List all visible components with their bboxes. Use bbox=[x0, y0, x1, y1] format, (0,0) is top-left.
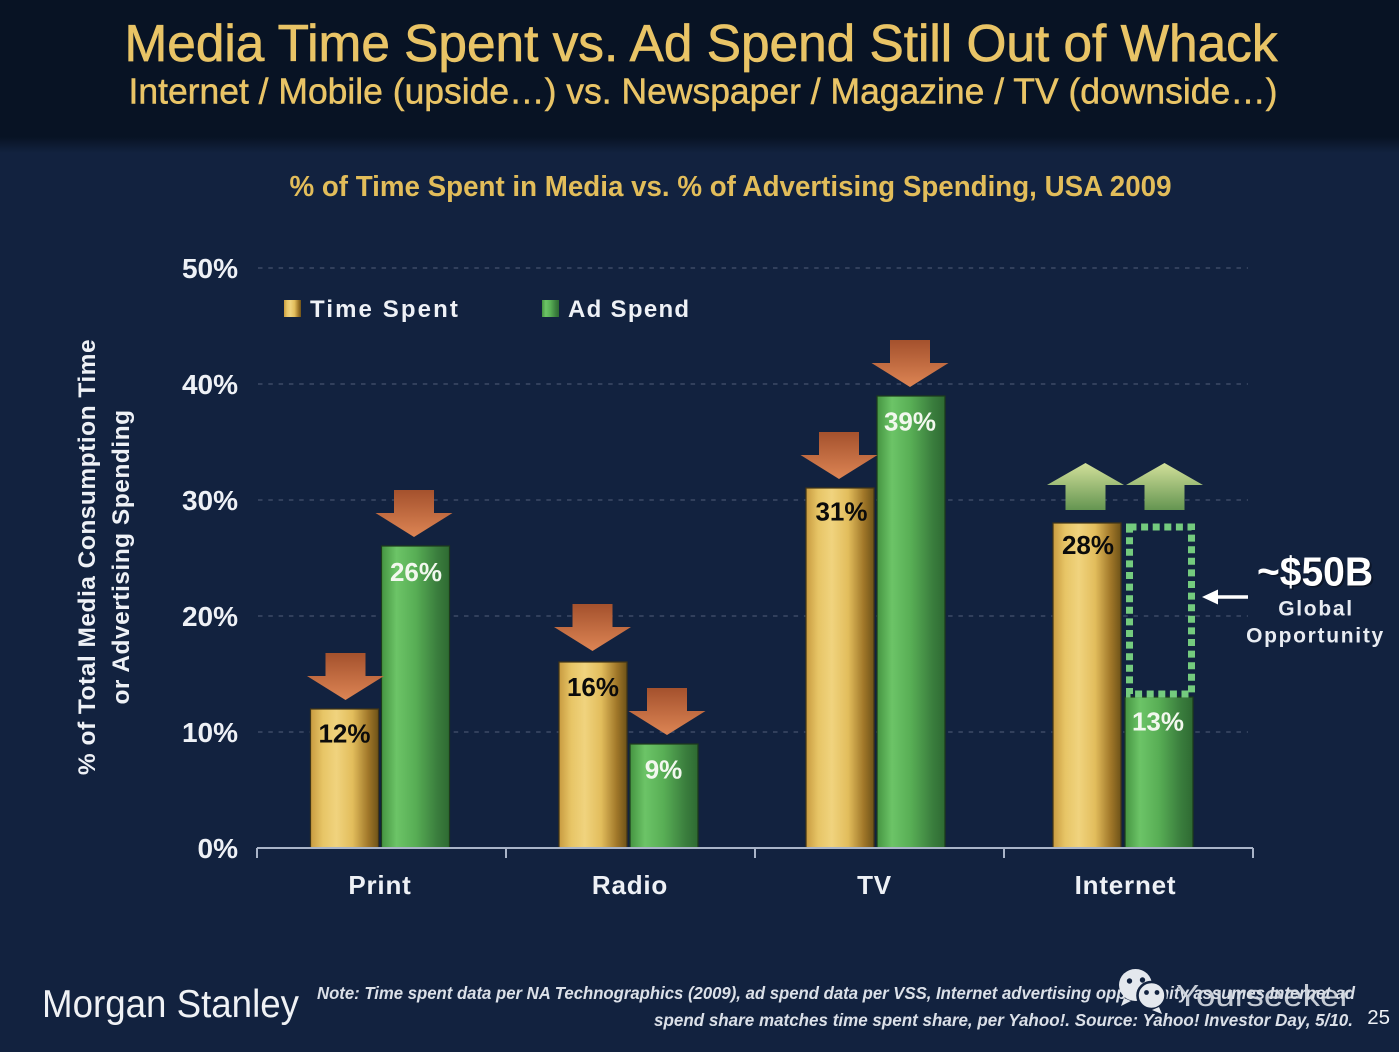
svg-text:Yourseeker: Yourseeker bbox=[1176, 978, 1351, 1013]
svg-text:Media Time Spent vs. Ad Spend: Media Time Spent vs. Ad Spend Still Out … bbox=[125, 15, 1279, 73]
svg-text:20%: 20% bbox=[182, 601, 238, 632]
svg-text:~$50B: ~$50B bbox=[1259, 550, 1375, 596]
svg-text:13%: 13% bbox=[1132, 707, 1184, 737]
svg-text:9%: 9% bbox=[645, 755, 683, 785]
svg-text:Note: Time spent data per NA T: Note: Time spent data per NA Technograph… bbox=[317, 983, 1355, 1003]
svg-text:12%: 12% bbox=[318, 719, 370, 749]
svg-text:26%: 26% bbox=[390, 557, 442, 587]
svg-text:16%: 16% bbox=[567, 672, 619, 702]
svg-text:or Advertising Spending: or Advertising Spending bbox=[108, 409, 135, 704]
svg-text:TV: TV bbox=[857, 870, 892, 900]
svg-text:25: 25 bbox=[1367, 1006, 1390, 1029]
svg-text:spend share matches time spent: spend share matches time spent share, pe… bbox=[654, 1010, 1353, 1030]
svg-text:Internet: Internet bbox=[1075, 870, 1177, 900]
svg-text:~$50B: ~$50B bbox=[1257, 549, 1373, 595]
svg-text:Internet / Mobile (upside…) vs: Internet / Mobile (upside…) vs. Newspape… bbox=[129, 71, 1278, 112]
svg-text:Time Spent: Time Spent bbox=[310, 296, 460, 323]
svg-text:30%: 30% bbox=[182, 485, 238, 516]
svg-text:Global: Global bbox=[1278, 598, 1354, 621]
svg-text:Print: Print bbox=[348, 870, 411, 900]
svg-text:Morgan Stanley: Morgan Stanley bbox=[42, 983, 299, 1026]
svg-text:28%: 28% bbox=[1062, 530, 1114, 560]
svg-text:50%: 50% bbox=[182, 253, 238, 284]
svg-text:% of Time Spent in Media vs. %: % of Time Spent in Media vs. % of Advert… bbox=[290, 171, 1172, 203]
svg-text:39%: 39% bbox=[884, 407, 936, 437]
svg-text:Opportunity: Opportunity bbox=[1246, 625, 1385, 648]
svg-text:40%: 40% bbox=[182, 369, 238, 400]
svg-text:10%: 10% bbox=[182, 717, 238, 748]
svg-text:31%: 31% bbox=[815, 497, 867, 527]
svg-text:0%: 0% bbox=[198, 833, 239, 864]
svg-text:Radio: Radio bbox=[592, 870, 668, 900]
svg-text:% of Total Media Consumption T: % of Total Media Consumption Time bbox=[74, 339, 101, 775]
svg-text:Ad Spend: Ad Spend bbox=[568, 296, 690, 323]
